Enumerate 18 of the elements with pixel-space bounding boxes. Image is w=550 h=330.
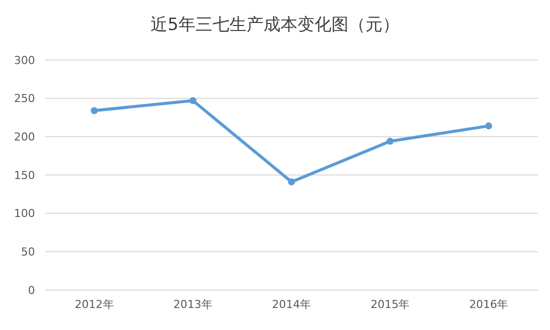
- point: [386, 138, 394, 145]
- y-tick-label: 150: [14, 168, 35, 182]
- y-tick-label: 250: [14, 92, 35, 106]
- x-tick-label: 2016年: [469, 298, 508, 311]
- point: [288, 178, 295, 186]
- x-tick-label: 2015年: [370, 298, 410, 311]
- x-tick-label: 2014年: [272, 298, 311, 311]
- y-tick-label: 100: [14, 207, 35, 220]
- chart-title: 近5年三七生产成本变化图（元）: [150, 15, 400, 35]
- point: [189, 97, 196, 104]
- y-tick-label: 0: [28, 284, 35, 297]
- point: [485, 122, 492, 130]
- x-tick-label: 2012年: [74, 298, 114, 311]
- point: [90, 107, 98, 114]
- y-tick-label: 50: [21, 246, 35, 259]
- x-tick-label: 2013年: [173, 298, 212, 311]
- y-tick-label: 300: [14, 54, 35, 67]
- y-tick-label: 200: [14, 130, 35, 144]
